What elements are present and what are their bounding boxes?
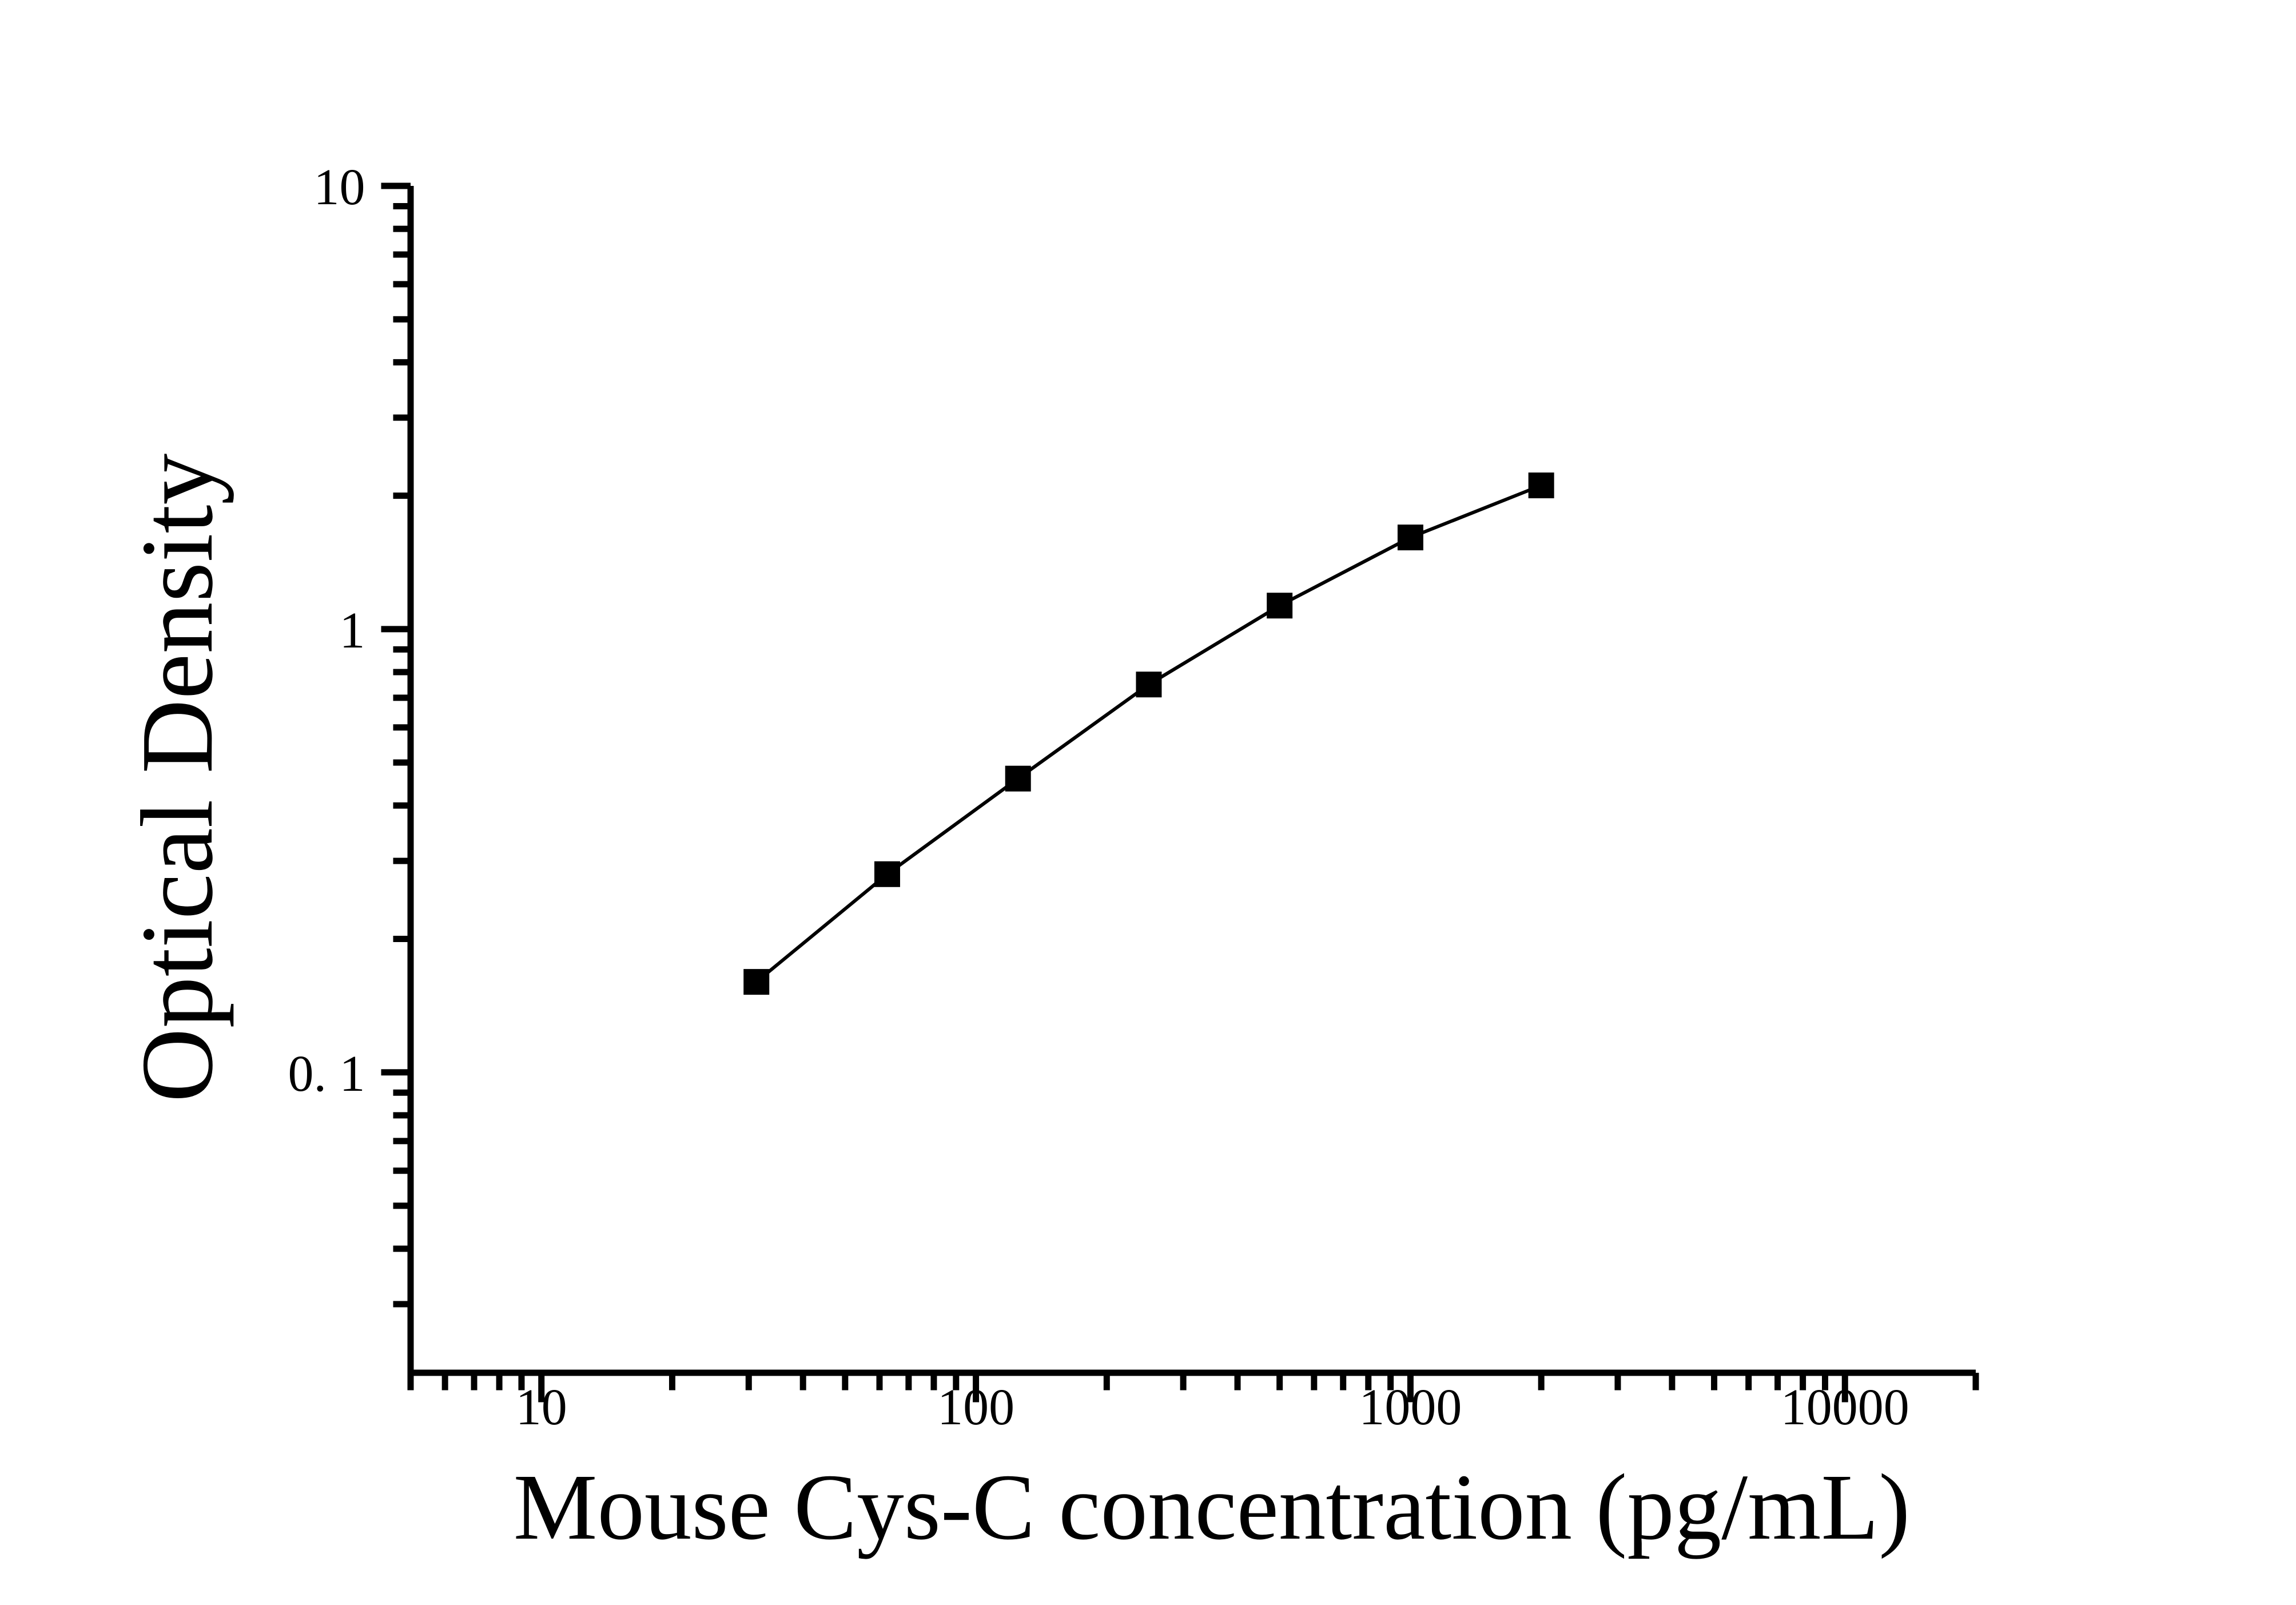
data-point-marker <box>743 969 770 995</box>
axes-layer <box>407 186 1976 1376</box>
data-point-marker <box>1267 593 1293 619</box>
y-tick-label: 1 <box>340 602 365 659</box>
data-point-marker <box>1397 525 1423 551</box>
y-axis-title: Optical Density <box>120 454 234 1103</box>
y-tick-label: 10 <box>314 159 365 216</box>
x-tick-label: 100 <box>937 1379 1014 1436</box>
data-point-marker <box>1005 765 1031 792</box>
axis-ticks-layer <box>381 182 1979 1403</box>
y-tick-label: 0. 1 <box>288 1046 365 1102</box>
curve-line <box>755 483 1542 983</box>
tick-labels-layer: 10 100 1000 10000 10 1 0. 1 <box>288 159 1909 1436</box>
data-point-marker <box>874 861 900 887</box>
x-tick-label: 10000 <box>1781 1379 1909 1436</box>
data-point-marker <box>1136 672 1162 698</box>
data-point-marker <box>1528 472 1554 499</box>
x-tick-label: 1000 <box>1359 1379 1462 1436</box>
x-tick-label: 10 <box>516 1379 567 1436</box>
x-axis-title: Mouse Cys-C concentration (pg/mL) <box>514 1455 1910 1559</box>
data-series-layer <box>743 472 1554 995</box>
